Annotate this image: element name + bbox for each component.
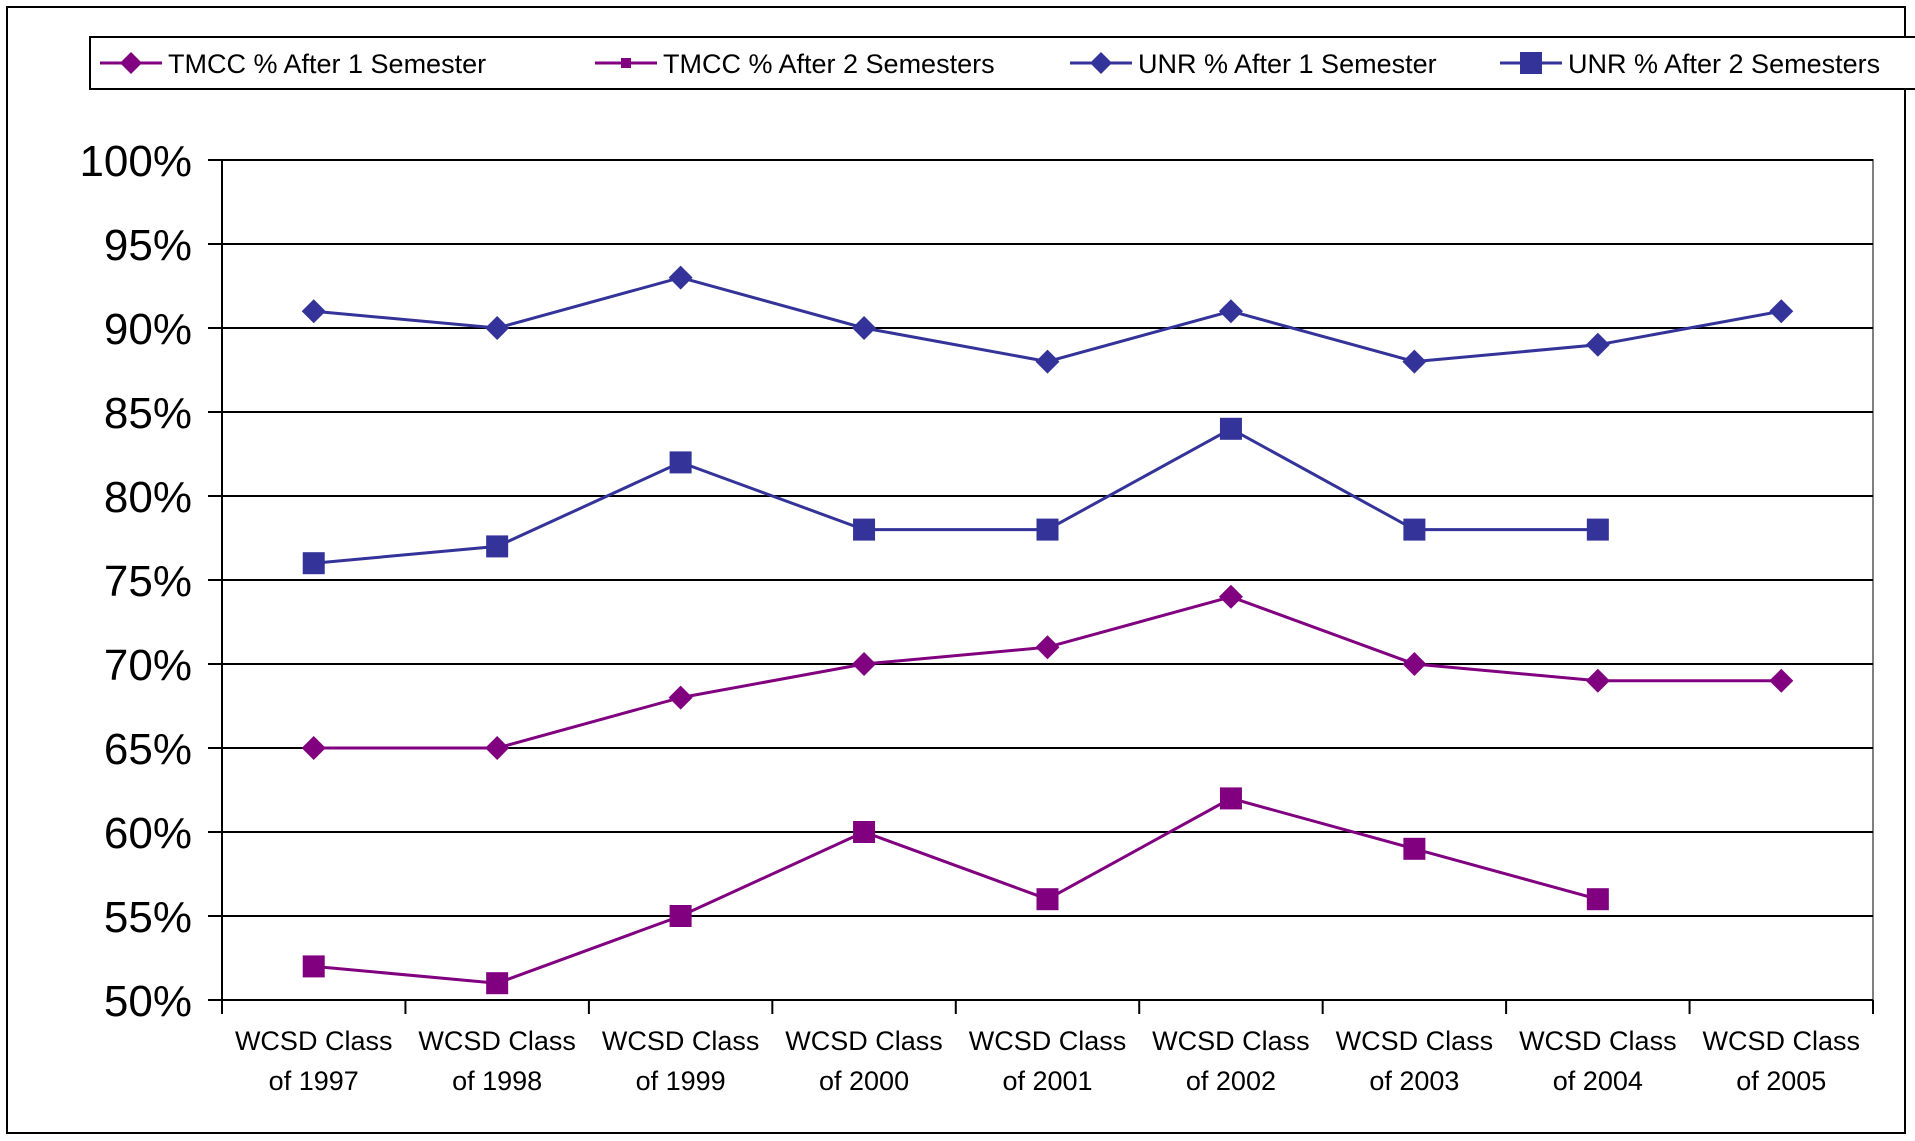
data-point [1402, 652, 1427, 676]
series-1 [302, 787, 1609, 995]
series-line [313, 595, 1782, 750]
series-line [313, 796, 1599, 985]
y-tick-label: 90% [104, 305, 192, 354]
legend-label: UNR % After 1 Semester [1138, 49, 1437, 79]
x-tick-label: WCSD Class of 2001 [969, 1026, 1127, 1096]
data-point [301, 736, 326, 760]
data-point [1403, 518, 1426, 541]
data-point [485, 736, 510, 760]
data-point [1036, 888, 1059, 911]
data-point [1219, 417, 1242, 440]
legend-item: UNR % After 2 Semesters [1500, 49, 1880, 79]
data-point [120, 52, 142, 74]
data-point [486, 535, 509, 558]
data-point [1036, 518, 1059, 541]
x-tick-label: WCSD Class of 2005 [1703, 1026, 1861, 1096]
legend-label: UNR % After 2 Semesters [1568, 49, 1880, 79]
data-point [302, 955, 325, 978]
data-point [1090, 52, 1112, 74]
data-point [486, 972, 509, 995]
data-point [1585, 332, 1610, 357]
y-tick-label: 70% [104, 641, 192, 690]
y-tick-label: 55% [104, 893, 192, 942]
data-point [1520, 52, 1542, 74]
data-point [853, 518, 876, 541]
x-tick-labels: WCSD Class of 1997 WCSD Class of 1998 WCSD C… [235, 1026, 1860, 1096]
series-0 [301, 584, 1794, 760]
data-point [669, 451, 692, 474]
y-tick-label: 95% [104, 221, 192, 270]
data-point [1586, 888, 1609, 911]
data-point [1402, 349, 1427, 374]
legend-label: TMCC % After 2 Semesters [663, 49, 995, 79]
data-point [302, 552, 325, 575]
y-tick-label: 85% [104, 389, 192, 438]
gridlines [221, 159, 1874, 1001]
data-point [852, 652, 877, 676]
data-point [1769, 668, 1794, 693]
series-3 [302, 417, 1609, 575]
x-tick-label: WCSD Class of 2004 [1519, 1026, 1677, 1096]
axes [208, 159, 1874, 1014]
x-tick-label: WCSD Class of 1998 [418, 1026, 576, 1096]
series-2 [301, 265, 1794, 374]
legend: TMCC % After 1 Semester TMCC % After 2 Se… [89, 36, 1915, 90]
data-point [669, 905, 692, 927]
y-tick-label: 100% [79, 137, 192, 186]
legend-item: TMCC % After 1 Semester [100, 49, 486, 79]
y-tick-label: 80% [104, 473, 192, 522]
data-point [1769, 299, 1794, 324]
data-point [1403, 837, 1426, 860]
data-point [1585, 668, 1610, 693]
x-tick-label: WCSD Class of 1999 [602, 1026, 760, 1096]
data-point [852, 316, 877, 340]
y-tick-label: 65% [104, 725, 192, 774]
data-point [301, 299, 326, 324]
data-point [1035, 635, 1060, 660]
data-point [1218, 299, 1243, 324]
data-point [621, 58, 631, 68]
series-line [313, 427, 1598, 565]
x-tick-label: WCSD Class of 2000 [785, 1026, 943, 1096]
data-point [1218, 584, 1243, 609]
series-group [301, 265, 1794, 995]
legend-item: TMCC % After 2 Semesters [595, 49, 995, 79]
data-point [1586, 518, 1609, 541]
data-point [853, 821, 876, 843]
data-point [1219, 787, 1242, 810]
legend-label: TMCC % After 1 Semester [168, 49, 486, 79]
series-line [313, 276, 1782, 364]
data-point [668, 265, 693, 290]
legend-box [89, 36, 1915, 90]
y-tick-label: 60% [104, 809, 192, 858]
y-tick-label: 75% [104, 557, 192, 606]
x-tick-label: WCSD Class of 2003 [1336, 1026, 1494, 1096]
x-tick-label: WCSD Class of 1997 [235, 1026, 393, 1096]
data-point [668, 685, 693, 710]
data-point [485, 316, 510, 340]
y-tick-label: 50% [104, 977, 192, 1026]
y-tick-labels: 50% 55% 60% 65% 70% 75% 80% 85% 90% 95% 100% [79, 137, 192, 1026]
legend-item: UNR % After 1 Semester [1070, 49, 1437, 79]
x-tick-label: WCSD Class of 2002 [1152, 1026, 1310, 1096]
data-point [1035, 349, 1060, 374]
